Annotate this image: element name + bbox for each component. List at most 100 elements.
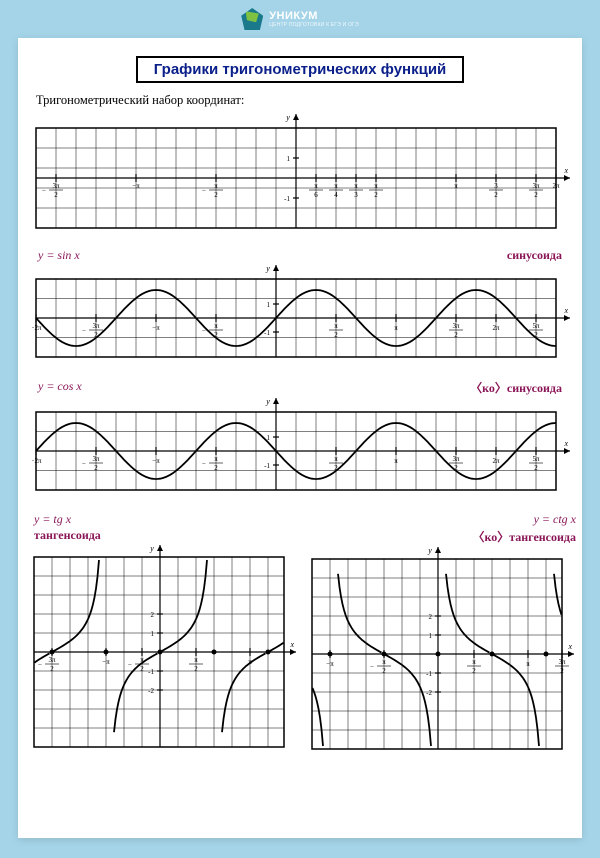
svg-text:2: 2 — [214, 191, 218, 199]
cot-name-label: 〈ко〉тангенсоида — [472, 528, 576, 545]
svg-text:-1: -1 — [264, 462, 270, 470]
svg-text:π: π — [382, 658, 386, 666]
cos-chart: yx−2π−3π2−π−π2π2π3π22π5π21-1 — [32, 398, 572, 500]
svg-text:π: π — [472, 658, 476, 666]
cos-name-label: 〈ко〉синусоида — [470, 379, 562, 396]
svg-text:−π: −π — [132, 182, 140, 190]
svg-text:−: − — [42, 187, 46, 195]
page-subtitle: Тригонометрический набор координат: — [36, 93, 568, 108]
svg-text:2: 2 — [94, 464, 98, 472]
svg-text:−π: −π — [102, 658, 110, 666]
svg-text:−π: −π — [326, 660, 334, 668]
svg-text:2: 2 — [494, 191, 498, 199]
svg-text:3π: 3π — [48, 656, 56, 664]
svg-text:2: 2 — [374, 191, 378, 199]
tan-name-label: тангенсоида — [34, 528, 101, 543]
svg-text:-2: -2 — [426, 689, 432, 697]
svg-text:2: 2 — [560, 667, 564, 675]
svg-text:x: x — [567, 642, 572, 651]
svg-text:2π: 2π — [552, 182, 560, 190]
tan-section: y = tg x тангенсоида yx−3π2−π−π2π2π21-1-… — [32, 512, 300, 757]
logo-text: УНИКУМ ЦЕНТР ПОДГОТОВКИ К ЕГЭ И ОГЭ — [269, 10, 359, 28]
svg-text:3π: 3π — [92, 322, 100, 330]
cot-chart: yx−π−π2π2π3π221-1-2 — [310, 547, 578, 757]
svg-text:1: 1 — [151, 630, 155, 638]
svg-text:y: y — [265, 265, 270, 273]
svg-text:3π: 3π — [92, 455, 100, 463]
svg-text:2π: 2π — [492, 457, 500, 465]
svg-text:2: 2 — [151, 611, 155, 619]
svg-text:5π: 5π — [532, 455, 540, 463]
logo-icon — [241, 8, 263, 30]
svg-text:1: 1 — [267, 301, 271, 309]
svg-text:x: x — [563, 306, 568, 315]
svg-text:2: 2 — [140, 665, 144, 673]
svg-text:−: − — [202, 460, 206, 468]
sin-section: y = sin x синусоида yx−2π−3π2−π−π2π2π3π2… — [32, 248, 568, 367]
svg-text:π: π — [194, 656, 198, 664]
svg-text:1: 1 — [429, 632, 433, 640]
svg-text:2: 2 — [194, 665, 198, 673]
svg-text:−π: −π — [152, 457, 160, 465]
coordinate-axis-chart: yx−3π2−π−π2π6π4π3π2π323π22π1-1 — [32, 112, 572, 236]
brand-header: УНИКУМ ЦЕНТР ПОДГОТОВКИ К ЕГЭ И ОГЭ — [0, 0, 600, 38]
svg-text:π: π — [334, 322, 338, 330]
svg-text:−: − — [82, 460, 86, 468]
svg-text:−2π: −2π — [32, 457, 42, 465]
svg-text:π: π — [214, 182, 218, 190]
svg-text:1: 1 — [287, 155, 291, 163]
svg-text:π: π — [334, 455, 338, 463]
svg-text:x: x — [563, 166, 568, 175]
cot-fn-label: y = ctg x — [534, 512, 576, 527]
sin-name-label: синусоида — [507, 248, 562, 263]
svg-text:−π: −π — [152, 324, 160, 332]
svg-text:3: 3 — [354, 191, 358, 199]
svg-text:6: 6 — [314, 191, 318, 199]
svg-text:2: 2 — [534, 191, 538, 199]
svg-text:-2: -2 — [148, 687, 154, 695]
cos-section: y = cos x 〈ко〉синусоида yx−2π−3π2−π−π2π2… — [32, 379, 568, 500]
svg-text:2π: 2π — [492, 324, 500, 332]
tan-cot-row: y = tg x тангенсоида yx−3π2−π−π2π2π21-1-… — [32, 512, 568, 757]
svg-text:y: y — [285, 113, 290, 122]
svg-text:π: π — [454, 182, 458, 190]
svg-text:π: π — [374, 182, 378, 190]
svg-text:x: x — [563, 439, 568, 448]
svg-text:2: 2 — [334, 331, 338, 339]
brand-tagline: ЦЕНТР ПОДГОТОВКИ К ЕГЭ И ОГЭ — [269, 22, 359, 28]
svg-text:5π: 5π — [532, 322, 540, 330]
svg-text:π: π — [214, 455, 218, 463]
svg-text:−: − — [38, 661, 42, 669]
svg-text:−: − — [128, 661, 132, 669]
svg-text:3π: 3π — [52, 182, 60, 190]
svg-text:2: 2 — [382, 667, 386, 675]
svg-text:−: − — [82, 327, 86, 335]
svg-text:3π: 3π — [452, 322, 460, 330]
svg-text:3: 3 — [494, 182, 498, 190]
svg-text:π: π — [394, 324, 398, 332]
svg-text:π: π — [354, 182, 358, 190]
tan-chart: yx−3π2−π−π2π2π21-1-2 — [32, 545, 300, 755]
svg-text:2: 2 — [472, 667, 476, 675]
page-title: Графики тригонометрических функций — [136, 56, 465, 83]
svg-text:π: π — [334, 182, 338, 190]
svg-text:2: 2 — [214, 464, 218, 472]
svg-text:2: 2 — [454, 331, 458, 339]
sin-chart: yx−2π−3π2−π−π2π2π3π22π5π21-1 — [32, 265, 572, 367]
svg-text:x: x — [289, 640, 294, 649]
sin-fn-label: y = sin x — [38, 248, 80, 263]
svg-text:2: 2 — [429, 613, 433, 621]
svg-text:4: 4 — [334, 191, 338, 199]
svg-text:3π: 3π — [558, 658, 566, 666]
svg-text:π: π — [214, 322, 218, 330]
cos-fn-label: y = cos x — [38, 379, 82, 396]
svg-text:y: y — [265, 398, 270, 406]
document-page: Графики тригонометрических функций Триго… — [18, 38, 582, 838]
svg-text:−: − — [202, 187, 206, 195]
svg-text:π: π — [394, 457, 398, 465]
brand-name: УНИКУМ — [269, 10, 359, 22]
svg-text:-1: -1 — [426, 670, 432, 678]
cot-section: y = ctg x 〈ко〉тангенсоида yx−π−π2π2π3π22… — [310, 512, 578, 757]
svg-text:−2π: −2π — [32, 324, 42, 332]
svg-text:2: 2 — [534, 464, 538, 472]
